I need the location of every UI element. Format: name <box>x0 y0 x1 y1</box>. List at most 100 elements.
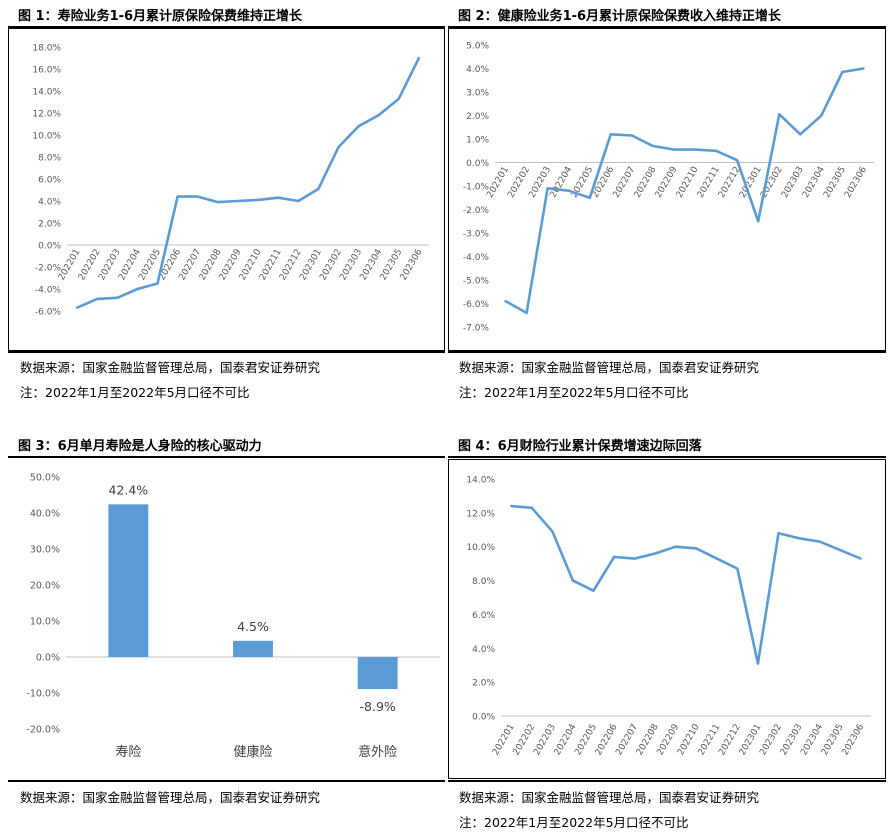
panel-4-title-rule <box>448 456 886 458</box>
panel-2-note: 注：2022年1月至2022年5月口径不可比 <box>459 385 689 400</box>
panel-2-chart-frame: 5.0% 4.0% 3.0% 2.0% 1.0% 0.0% -1.0% -2.0% -3.0% -… <box>448 28 886 351</box>
data-point <box>377 114 380 117</box>
y-tick-label: -2.0% <box>463 206 490 216</box>
y-tick-label: -1.0% <box>463 183 490 193</box>
series-line <box>76 57 421 309</box>
data-point <box>156 282 159 285</box>
bar <box>357 657 398 690</box>
data-point <box>75 306 79 309</box>
data-point <box>609 133 613 136</box>
y-tick-label: 14.0% <box>32 88 61 98</box>
panel-3-title-rule <box>8 456 445 458</box>
y-tick-label: 10.0% <box>466 543 495 553</box>
y-tick-label: -4.0% <box>35 286 62 296</box>
data-point <box>317 187 320 191</box>
panel-2-source-rule <box>448 351 886 353</box>
y-tick-label: 8.0% <box>472 577 495 587</box>
panel-1-source: 数据来源：国家金融监督管理总局，国泰君安证券研究 <box>20 360 321 375</box>
panel-4-note: 注：2022年1月至2022年5月口径不可比 <box>459 815 689 830</box>
y-tick-label: 0.0% <box>38 242 61 252</box>
y-tick-label: 50.0% <box>30 473 60 484</box>
bar <box>233 640 273 657</box>
series-line <box>511 504 862 665</box>
data-point <box>236 199 240 203</box>
data-point <box>736 567 739 570</box>
data-point <box>756 662 760 665</box>
y-tick-label: 0.0% <box>466 159 489 169</box>
y-tick-label: -7.0% <box>463 324 490 334</box>
data-point <box>256 198 260 202</box>
y-tick-label: 3.0% <box>466 89 489 99</box>
data-point <box>95 297 99 301</box>
panel-1-title-rule <box>8 26 445 28</box>
data-point <box>820 114 823 117</box>
panel-3-source: 数据来源：国家金融监督管理总局，国泰君安证券研究 <box>20 790 321 805</box>
data-point <box>297 199 300 203</box>
y-tick-label: 6.0% <box>472 611 495 621</box>
y-tick-label: 2.0% <box>472 679 495 689</box>
panel-1-source-rule <box>8 351 445 353</box>
y-tick-label: 4.0% <box>472 645 495 655</box>
y-tick-label: 16.0% <box>32 66 61 76</box>
panel-1-title: 图 1：寿险业务1-6月累计原保险保费维持正增长 <box>18 9 303 24</box>
data-point <box>530 506 534 509</box>
data-point <box>397 97 401 100</box>
data-point <box>651 144 655 148</box>
y-tick-label: 1.0% <box>466 136 489 146</box>
panel-2-source: 数据来源：国家金融监督管理总局，国泰君安证券研究 <box>459 360 760 375</box>
panel-4-source-rule <box>448 780 886 782</box>
panel-4-source: 数据来源：国家金融监督管理总局，国泰君安证券研究 <box>459 790 760 805</box>
data-point <box>630 134 634 137</box>
data-point <box>136 287 139 291</box>
y-tick-label: 8.0% <box>38 154 61 164</box>
data-point <box>276 196 280 199</box>
panel-2-chart: 5.0% 4.0% 3.0% 2.0% 1.0% 0.0% -1.0% -2.0% -3.0% -… <box>463 42 874 334</box>
data-point <box>695 547 698 550</box>
y-tick-label: 5.0% <box>466 42 489 52</box>
y-tick-label: 40.0% <box>30 509 60 520</box>
data-point <box>216 200 220 204</box>
data-point <box>588 196 591 199</box>
data-point <box>818 540 821 543</box>
data-point <box>176 195 179 198</box>
category-label: 寿险 <box>115 745 141 760</box>
panel-1-chart-frame: 18.0% 16.0% 14.0% 12.0% 10.0% 8.0% 6.0% 4.0% 2.0… <box>8 28 445 351</box>
data-point <box>859 557 862 560</box>
data-point <box>653 552 657 555</box>
data-point <box>196 195 199 198</box>
y-tick-label: -3.0% <box>463 230 490 240</box>
data-label: 42.4% <box>108 482 148 497</box>
y-tick-label: 4.0% <box>38 198 61 208</box>
panel-4-chart-frame: 14.0% 12.0% 10.0% 8.0% 6.0% 4.0% 2.0% 0.0% 20220… <box>448 459 886 779</box>
data-point <box>838 548 842 552</box>
panel-3-title: 图 3：6月单月寿险是人身险的核心驱动力 <box>18 439 262 454</box>
y-tick-label: 10.0% <box>32 132 61 142</box>
data-point <box>674 545 677 548</box>
data-point <box>841 70 844 74</box>
data-point <box>797 537 801 540</box>
y-tick-label: -10.0% <box>26 689 60 700</box>
bar <box>108 504 149 657</box>
y-tick-label: 30.0% <box>30 545 60 556</box>
data-label: -8.9% <box>360 699 396 714</box>
panel-3-chart: 50.0% 40.0% 30.0% 20.0% 10.0% 0.0% -10.0% -20.0… <box>26 473 440 760</box>
data-point <box>778 113 781 116</box>
y-tick-label: 2.0% <box>38 220 61 230</box>
y-tick-label: 18.0% <box>32 44 61 54</box>
data-point <box>756 220 760 223</box>
panel-3-chart-area: 50.0% 40.0% 30.0% 20.0% 10.0% 0.0% -10.0% -20.0… <box>8 459 445 779</box>
data-label: 4.5% <box>237 619 269 634</box>
panel-2-title-rule <box>448 26 886 28</box>
data-point <box>592 589 595 592</box>
y-tick-label: 12.0% <box>466 509 495 519</box>
data-point <box>571 579 575 582</box>
data-point <box>567 189 570 192</box>
y-tick-label: 0.0% <box>472 713 495 723</box>
panel-3-source-rule <box>8 780 445 782</box>
panel-2-title: 图 2：健康险业务1-6月累计原保险保费收入维持正增长 <box>458 9 782 24</box>
y-tick-label: 4.0% <box>466 65 489 75</box>
data-point <box>633 557 636 560</box>
series-line <box>504 67 864 315</box>
data-point <box>357 125 360 128</box>
y-tick-label: 20.0% <box>30 581 60 592</box>
